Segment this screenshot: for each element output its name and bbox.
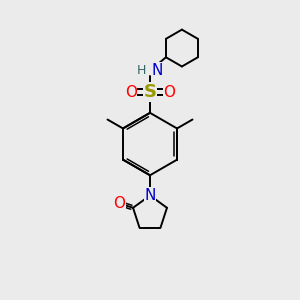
- Text: H: H: [137, 64, 146, 77]
- Text: S: S: [143, 83, 157, 101]
- Text: O: O: [163, 85, 175, 100]
- Text: O: O: [125, 85, 137, 100]
- Text: O: O: [113, 196, 125, 211]
- Text: N: N: [152, 63, 163, 78]
- Text: N: N: [144, 188, 156, 203]
